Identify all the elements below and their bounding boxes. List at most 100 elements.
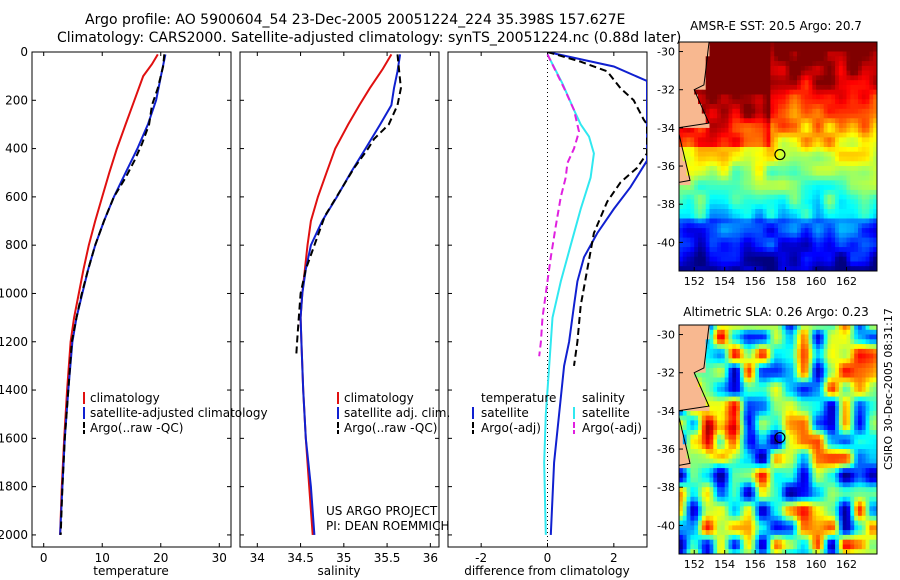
map-cell [774, 113, 779, 119]
map-cell [739, 218, 745, 224]
map-cell [861, 251, 867, 258]
map-cell [858, 396, 863, 402]
map-cell [842, 348, 848, 355]
map-cell [797, 185, 802, 191]
map-cell [690, 472, 695, 479]
map-cell [770, 344, 775, 350]
map-cell [781, 42, 787, 48]
map-cell [755, 175, 760, 181]
map-cell [679, 166, 684, 172]
map-cell [869, 75, 874, 81]
map-cell [717, 108, 722, 115]
map-cell [854, 94, 859, 100]
map-cell [873, 425, 877, 431]
map-cell [686, 515, 691, 522]
map-cell [846, 108, 851, 115]
map-cell [698, 530, 703, 536]
map-cell [781, 415, 787, 421]
map-cell [797, 251, 802, 258]
map-cell [724, 189, 730, 196]
map-cell [690, 170, 695, 177]
map-cell [705, 487, 711, 493]
map-cell [732, 237, 737, 243]
map-cell [709, 75, 714, 81]
map-cell [808, 363, 813, 369]
map-cell [865, 492, 870, 498]
map-cell [743, 84, 749, 91]
map-cell [785, 199, 790, 205]
map-y-tick-label: -32 [657, 84, 675, 97]
map-cell [854, 180, 859, 186]
map-cell [713, 401, 718, 407]
map-cell [835, 425, 840, 431]
map-cell [732, 453, 737, 460]
map-cell [827, 377, 832, 383]
map-cell [865, 453, 870, 460]
map-cell [759, 415, 764, 421]
map-cell [679, 118, 684, 124]
map-cell [789, 353, 794, 359]
map-cell [869, 189, 874, 196]
map-cell [865, 166, 870, 172]
map-cell [736, 382, 741, 388]
map-cell [766, 223, 771, 229]
map-cell [865, 463, 870, 469]
map-cell [793, 142, 798, 148]
map-cell [835, 104, 840, 110]
map-cell [698, 237, 703, 243]
map-cell [770, 348, 775, 355]
map-cell [766, 247, 771, 253]
map-cell [854, 247, 859, 253]
map-cell [804, 247, 810, 253]
map-cell [838, 132, 844, 138]
map-cell [701, 396, 707, 402]
map-cell [858, 113, 863, 119]
map-cell [755, 204, 760, 210]
map-cell [690, 391, 695, 398]
map-cell [850, 439, 855, 445]
map-cell [838, 104, 844, 110]
map-cell [865, 391, 870, 398]
map-cell [812, 266, 817, 271]
map-cell [850, 477, 855, 484]
map-cell [854, 228, 859, 234]
map-cell [759, 367, 764, 374]
map-cell [739, 401, 745, 407]
map-cell [728, 339, 733, 345]
map-cell [827, 449, 832, 455]
map-cell [812, 358, 817, 364]
map-cell [770, 161, 775, 167]
map-cell [728, 420, 733, 426]
map-cell [838, 406, 844, 412]
map-cell [751, 406, 756, 412]
map-cell [835, 444, 840, 450]
map-cell [755, 237, 760, 243]
map-cell [774, 142, 779, 148]
map-cell [778, 434, 783, 441]
map-cell [762, 132, 768, 138]
map-cell [762, 348, 768, 355]
map-cell [766, 520, 771, 526]
map-cell [694, 410, 699, 417]
map-cell [705, 65, 711, 72]
map-cell [781, 334, 787, 340]
map-cell [800, 151, 806, 158]
map-cell [831, 142, 836, 148]
map-cell [808, 127, 813, 134]
map-cell [808, 477, 813, 484]
map-cell [766, 261, 771, 267]
map-cell [755, 482, 760, 488]
map-cell [728, 261, 733, 267]
map-cell [743, 237, 749, 243]
map-cell [743, 396, 749, 402]
map-cell [873, 65, 877, 72]
map-cell [865, 75, 870, 81]
map-cell [823, 382, 829, 388]
map-cell [724, 511, 730, 517]
map-cell [785, 194, 790, 201]
map-cell [724, 434, 730, 441]
map-cell [690, 209, 695, 215]
map-cell [694, 204, 699, 210]
map-cell [812, 209, 817, 215]
map-cell [701, 156, 707, 162]
